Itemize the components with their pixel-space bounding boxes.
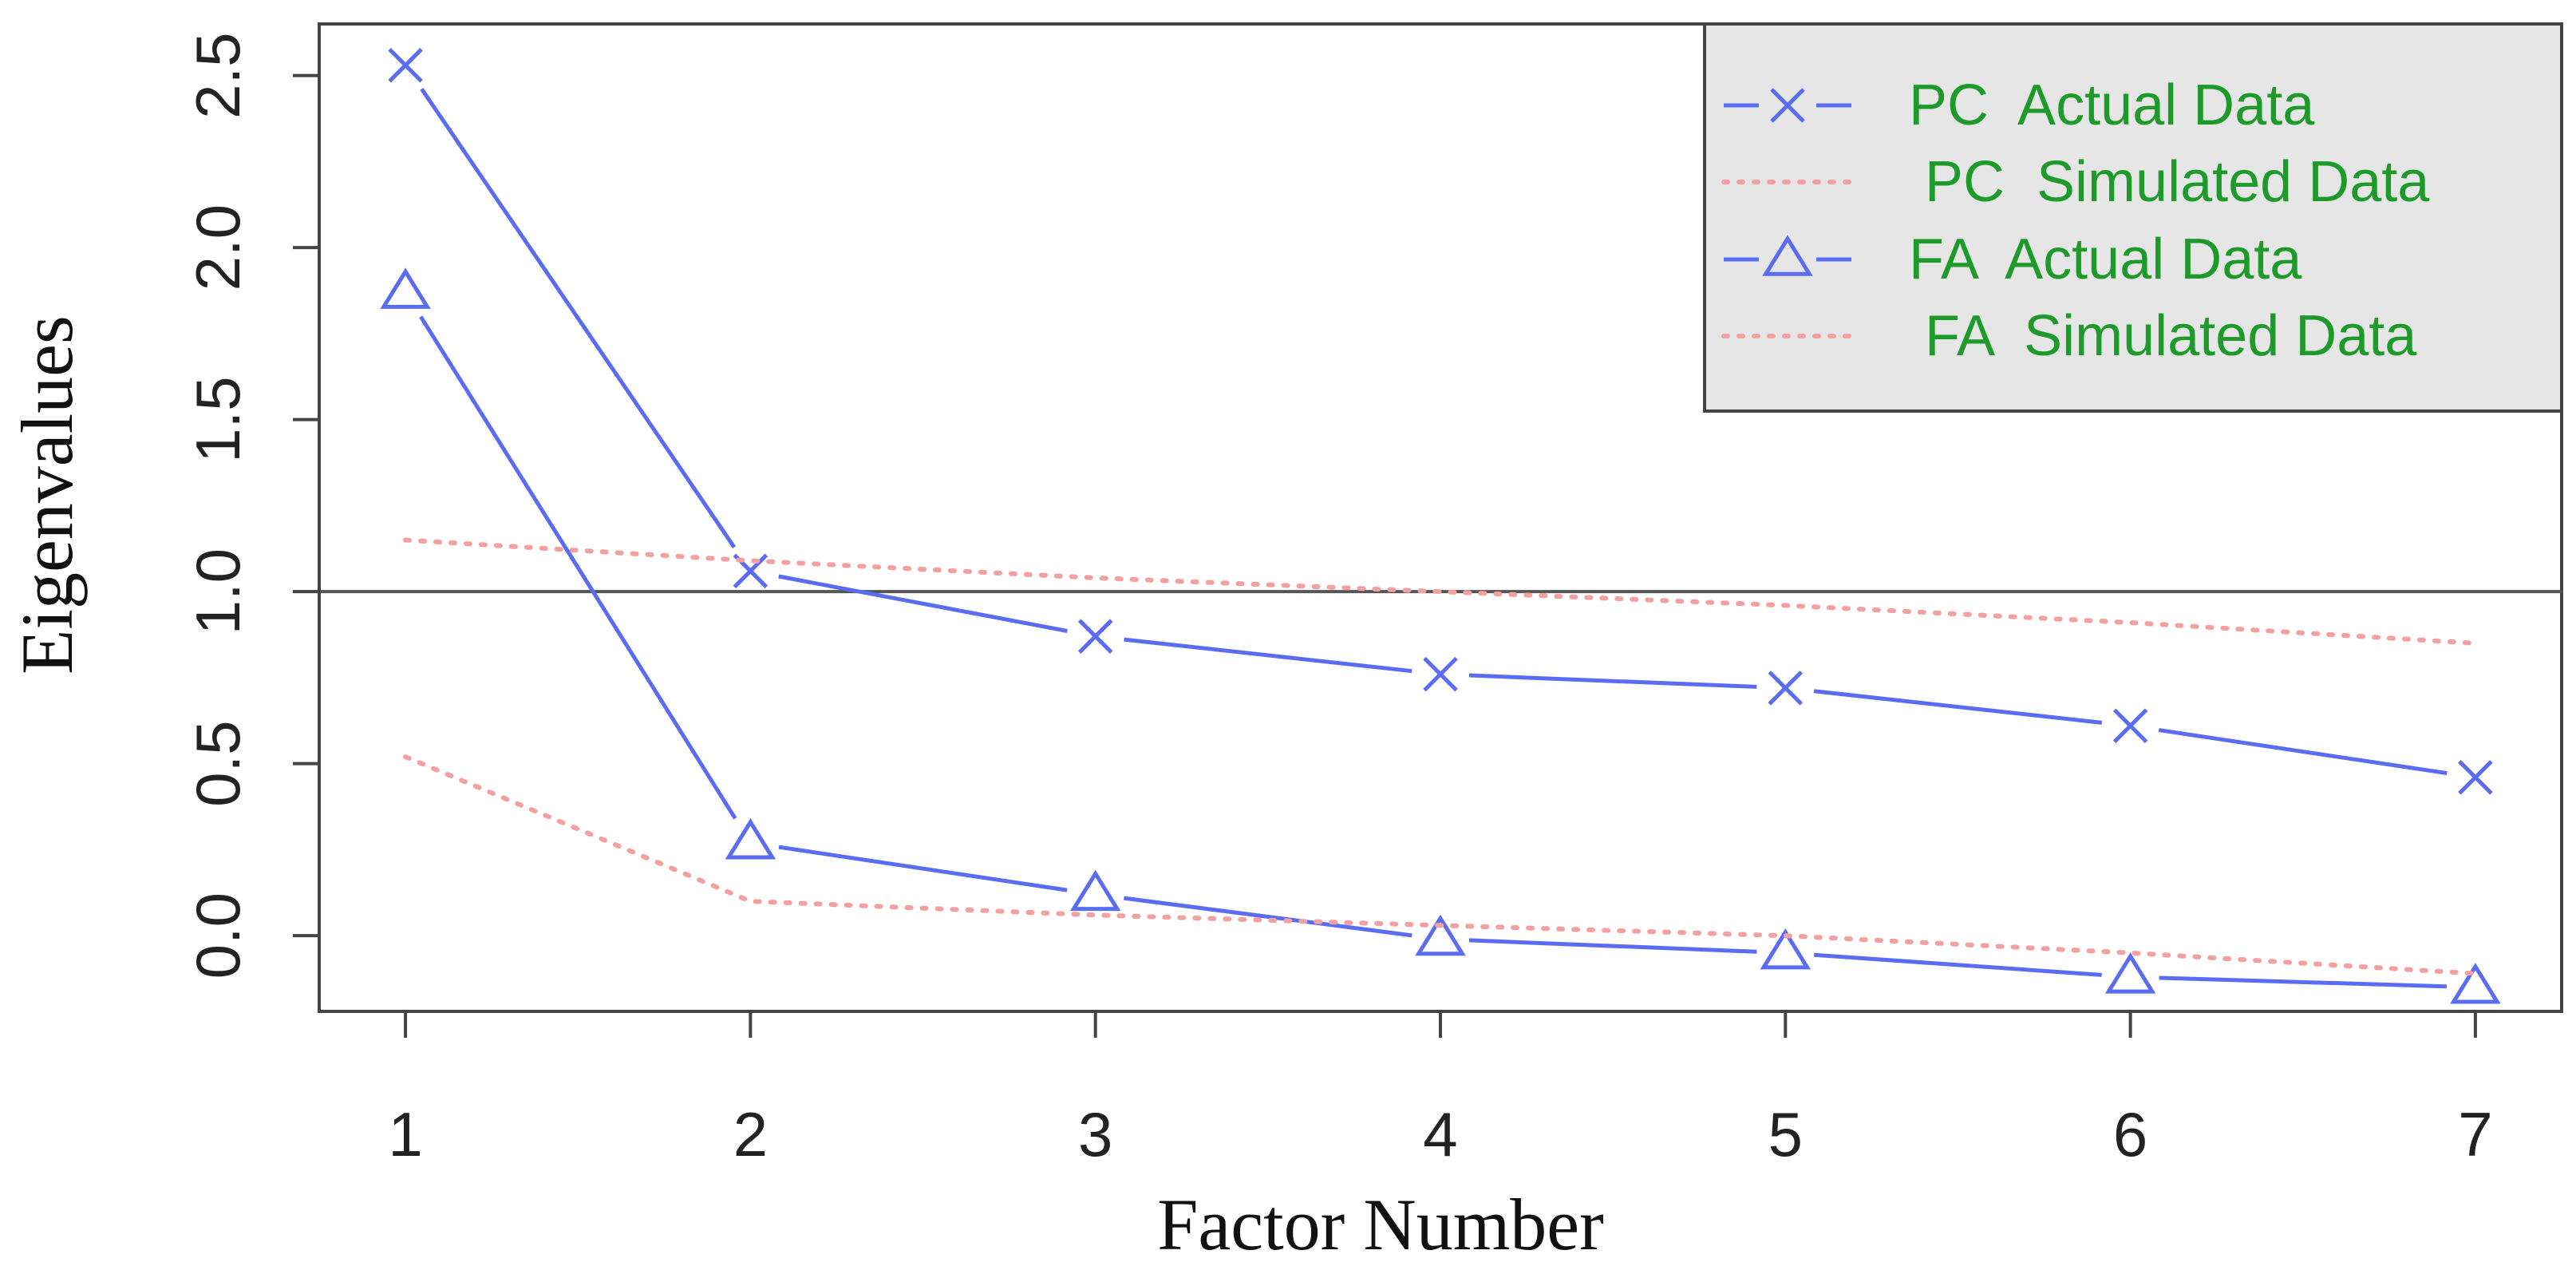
series-segment [1468, 673, 1757, 689]
x-tick-label: 1 [388, 1099, 422, 1169]
legend: PC Actual Data PC Simulated Data FA Actua… [1703, 22, 2563, 413]
series-segment [1124, 637, 1412, 674]
x-tick-label: 4 [1423, 1099, 1457, 1169]
data-point [725, 818, 776, 860]
series-3 [403, 754, 2478, 976]
series-segment [778, 845, 1068, 892]
series-segment [1813, 689, 2103, 725]
series-segment [778, 574, 1068, 633]
data-point [2104, 952, 2156, 994]
x-tick-label: 3 [1078, 1099, 1112, 1169]
x-axis-title: Factor Number [1157, 1184, 1604, 1265]
y-tick-label: 1.0 [183, 548, 253, 635]
series-line [403, 537, 2478, 646]
series-segment [1814, 952, 2102, 977]
legend-marker [1770, 88, 1805, 123]
legend-item: PC Actual Data [1724, 73, 2315, 137]
x-tick-label: 7 [2458, 1099, 2492, 1169]
series-segment [2158, 728, 2448, 776]
data-point [1077, 619, 1113, 654]
x-tick-label: 2 [733, 1099, 768, 1169]
data-point [2450, 963, 2501, 1004]
data-point [1760, 928, 1811, 970]
legend-items: PC Actual Data PC Simulated Data FA Actua… [1721, 73, 2430, 368]
legend-item: FA Simulated Data [1721, 304, 2417, 368]
series-layer [380, 47, 2501, 1004]
x-tick-label: 5 [1768, 1099, 1803, 1169]
data-point [1423, 656, 1458, 692]
data-point [1415, 914, 1466, 956]
legend-label: FA Simulated Data [1909, 304, 2417, 368]
y-tick-label: 0.0 [183, 892, 253, 979]
legend-item: FA Actual Data [1724, 228, 2302, 291]
x-tick-label: 6 [2113, 1099, 2147, 1169]
series-segment [420, 88, 737, 548]
legend-label: PC Actual Data [1909, 73, 2315, 137]
y-tick-label: 2.0 [183, 204, 253, 291]
y-axis-title: Eigenvalues [6, 315, 88, 675]
series-segment [2159, 975, 2448, 989]
data-point [2458, 760, 2493, 795]
series-1 [403, 537, 2478, 646]
series-0 [388, 47, 2493, 795]
legend-label: PC Simulated Data [1909, 150, 2430, 214]
data-point [388, 47, 423, 83]
data-point [380, 267, 431, 309]
series-segment [1124, 896, 1412, 938]
series-2 [380, 267, 2501, 1004]
data-point [1069, 869, 1121, 912]
y-tick-label: 0.5 [183, 720, 253, 806]
axes: 1 2 3 4 5 6 7 0.0 0.5 1.0 1.5 2.0 2.5 [183, 32, 2493, 1169]
legend-box [1703, 22, 2563, 413]
legend-marker [1762, 235, 1813, 276]
data-point [2112, 708, 2148, 744]
series-line [403, 754, 2478, 976]
y-tick-label: 1.5 [183, 376, 253, 462]
legend-label: FA Actual Data [1909, 228, 2302, 291]
legend-item: PC Simulated Data [1721, 150, 2430, 214]
series-segment [1468, 938, 1757, 954]
series-segment [419, 315, 737, 820]
data-point [1768, 671, 1804, 706]
y-tick-label: 2.5 [183, 32, 253, 118]
